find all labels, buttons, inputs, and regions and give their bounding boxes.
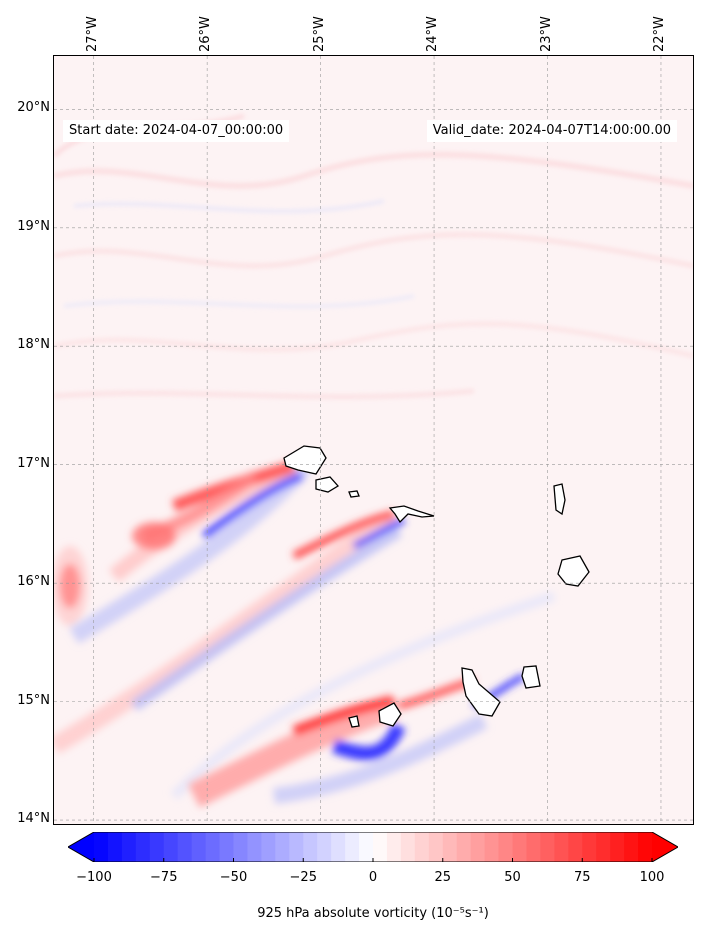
island-brava bbox=[348, 715, 360, 728]
lon-tick-label: 23°W bbox=[538, 16, 554, 52]
colorbar-level bbox=[638, 832, 653, 862]
colorbar-tick-label: 100 bbox=[639, 870, 665, 885]
colorbar-level bbox=[191, 832, 207, 862]
colorbar-tick-label: 50 bbox=[504, 870, 521, 885]
northern-wake bbox=[69, 458, 311, 644]
colorbar-level bbox=[610, 832, 625, 862]
colorbar-level bbox=[247, 832, 262, 862]
map-panel: Start date: 2024-04-07_00:00:00 Valid_da… bbox=[53, 55, 694, 825]
colorbar-level bbox=[205, 832, 221, 862]
island-boa-vista bbox=[557, 555, 590, 587]
colorbar-level bbox=[359, 832, 374, 862]
island-maio bbox=[521, 665, 541, 689]
lat-tick-label: 19°N bbox=[17, 218, 50, 234]
colorbar-level bbox=[149, 832, 165, 862]
colorbar-level bbox=[373, 832, 388, 862]
colorbar-tick-label: −100 bbox=[76, 870, 112, 885]
lat-tick-label: 17°N bbox=[17, 455, 50, 471]
colorbar-level bbox=[498, 832, 513, 862]
colorbar-level bbox=[386, 832, 402, 862]
colorbar-level bbox=[568, 832, 583, 862]
colorbar-level bbox=[428, 832, 444, 862]
lat-tick-label: 15°N bbox=[17, 692, 50, 708]
colorbar-level bbox=[624, 832, 639, 862]
left-edge-feature bbox=[54, 546, 88, 626]
background-waves bbox=[54, 113, 693, 400]
colorbar-level bbox=[456, 832, 472, 862]
colorbar bbox=[68, 832, 678, 862]
colorbar-level bbox=[289, 832, 304, 862]
colorbar-extend-low bbox=[68, 832, 94, 862]
colorbar-tick-label: −50 bbox=[219, 870, 248, 885]
island-sal bbox=[553, 483, 566, 516]
island-fogo bbox=[378, 702, 402, 727]
colorbar-level bbox=[94, 832, 109, 862]
lon-tick-label: 27°W bbox=[84, 16, 100, 52]
colorbar-level bbox=[121, 832, 137, 862]
colorbar-extend-high bbox=[652, 832, 678, 862]
island-santa-luzia bbox=[348, 490, 360, 498]
colorbar-level bbox=[540, 832, 555, 862]
lat-tick-label: 20°N bbox=[17, 100, 50, 116]
colorbar-level bbox=[345, 832, 360, 862]
colorbar-tick-label: −75 bbox=[150, 870, 178, 885]
lat-tick-label: 14°N bbox=[17, 811, 50, 826]
colorbar-level bbox=[596, 832, 611, 862]
colorbar-level bbox=[233, 832, 248, 862]
colorbar-level bbox=[512, 832, 527, 862]
central-wake bbox=[54, 508, 556, 800]
colorbar-level bbox=[526, 832, 541, 862]
colorbar-level bbox=[554, 832, 569, 862]
lon-tick-label: 25°W bbox=[311, 16, 327, 52]
colorbar-level bbox=[582, 832, 597, 862]
colorbar-tick-label: −25 bbox=[289, 870, 317, 885]
colorbar-level bbox=[484, 832, 500, 862]
colorbar-label: 925 hPa absolute vorticity (10⁻⁵s⁻¹) bbox=[257, 906, 489, 921]
colorbar-level bbox=[331, 832, 346, 862]
start-date-box: Start date: 2024-04-07_00:00:00 bbox=[63, 120, 290, 142]
island-sao-vicente bbox=[315, 476, 340, 493]
colorbar-level bbox=[275, 832, 290, 862]
colorbar-level bbox=[303, 832, 318, 862]
colorbar-level bbox=[261, 832, 276, 862]
vorticity-field bbox=[54, 56, 693, 824]
colorbar-tick-label: 0 bbox=[368, 870, 378, 885]
lat-tick-label: 16°N bbox=[17, 574, 50, 590]
colorbar-tick-label: 75 bbox=[573, 870, 591, 885]
colorbar-level bbox=[163, 832, 179, 862]
island-santiago bbox=[461, 667, 501, 717]
colorbar-level bbox=[400, 832, 416, 862]
island-santo-antao bbox=[283, 445, 327, 475]
start-date-text: Start date: 2024-04-07_00:00:00 bbox=[69, 123, 284, 138]
valid-date-text: Valid_date: 2024-04-07T14:00:00.00 bbox=[432, 123, 671, 138]
coastlines bbox=[283, 445, 590, 728]
colorbar-level bbox=[442, 832, 458, 862]
colorbar-level bbox=[414, 832, 430, 862]
colorbar-level bbox=[317, 832, 332, 862]
colorbar-level bbox=[107, 832, 123, 862]
island-sao-nicolau bbox=[388, 505, 435, 524]
colorbar-level bbox=[177, 832, 193, 862]
colorbar-level bbox=[219, 832, 234, 862]
colorbar-tick-label: 25 bbox=[434, 870, 452, 885]
lat-tick-label: 18°N bbox=[17, 337, 50, 353]
colorbar-level bbox=[470, 832, 486, 862]
colorbar-level bbox=[135, 832, 151, 862]
valid-date-box: Valid_date: 2024-04-07T14:00:00.00 bbox=[426, 120, 677, 142]
lon-tick-label: 26°W bbox=[198, 16, 214, 52]
lon-tick-label: 22°W bbox=[651, 16, 667, 52]
lon-tick-label: 24°W bbox=[425, 16, 441, 52]
